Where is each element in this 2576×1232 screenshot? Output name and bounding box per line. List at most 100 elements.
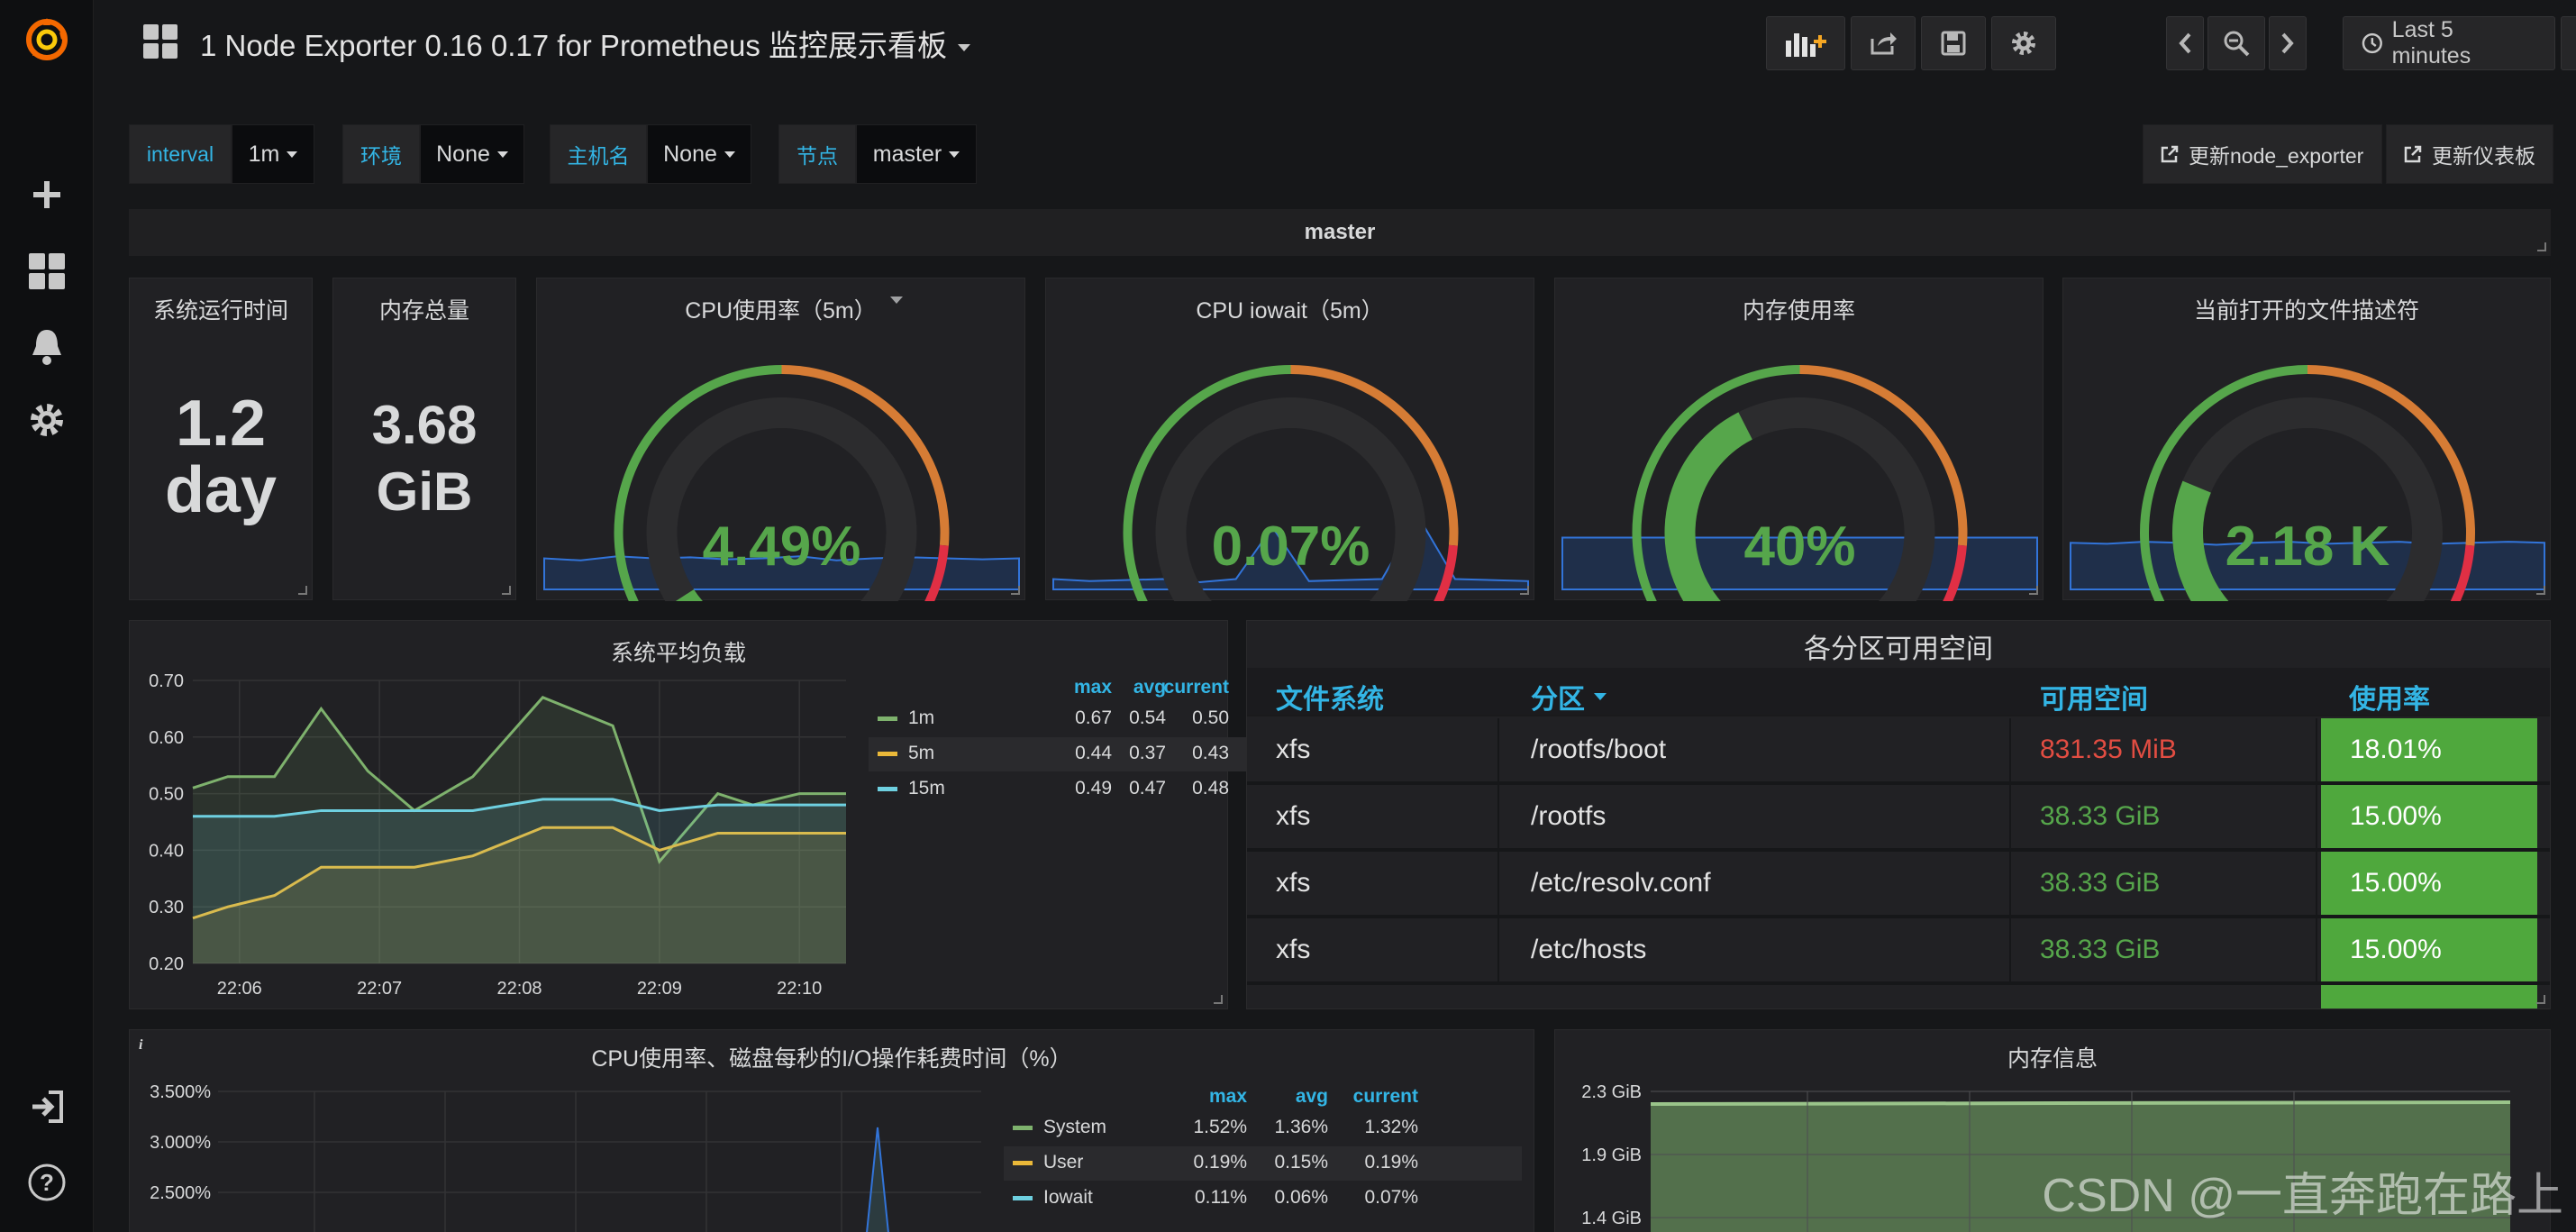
cell-available: 38.33 GiB <box>2011 785 2317 848</box>
x-tick-label: 22:06 <box>217 979 262 999</box>
gauge-value-text: 40% <box>1743 516 1855 578</box>
legend-header-max[interactable]: max <box>1073 677 1112 698</box>
gauge-value-text: 2.18 K <box>2226 516 2390 578</box>
x-tick-label: 22:08 <box>496 979 542 999</box>
column-header-filesystem[interactable]: 文件系统 <box>1276 685 1384 715</box>
legend-series-name[interactable]: System <box>1043 1117 1107 1137</box>
memory-info-chart: 2.3 GiB 1.9 GiB 1.4 GiB <box>1581 1082 2511 1232</box>
y-tick-label: 0.70 <box>149 671 184 691</box>
legend-swatch <box>1013 1161 1033 1165</box>
legend-header-avg[interactable]: avg <box>1133 677 1166 698</box>
series-area-15m <box>193 799 846 963</box>
legend-series-name[interactable]: User <box>1043 1152 1084 1173</box>
legend-header-current[interactable]: current <box>1352 1086 1418 1107</box>
series-line-15m <box>193 798 846 818</box>
time-range-label: Last 5 minutes <box>2391 17 2471 68</box>
legend-series-name[interactable]: 1m <box>908 707 935 728</box>
dashboard-grid-icon <box>142 23 178 64</box>
refresh-button[interactable] <box>2561 16 2576 70</box>
resize-handle[interactable] <box>1214 995 1223 1004</box>
info-corner-icon[interactable]: i <box>135 1036 148 1054</box>
add-icon[interactable] <box>23 171 70 218</box>
time-forward-button[interactable] <box>2269 16 2307 70</box>
variable-value-node: master <box>872 141 942 167</box>
panel-menu-caret-icon[interactable] <box>888 295 905 306</box>
time-picker-button[interactable]: Last 5 minutes <box>2343 16 2555 70</box>
panel-title: CPU使用率（5m） <box>685 298 877 324</box>
legend-value-avg: 0.54 <box>1129 707 1166 728</box>
panel-title: 各分区可用空间 <box>1804 634 1993 664</box>
variable-select-hostname[interactable]: None <box>647 124 751 184</box>
gauge-threshold-band <box>1943 544 1967 601</box>
legend-value-max: 0.49 <box>1075 778 1112 799</box>
variable-label-node: 节点 <box>778 124 856 184</box>
gear-icon <box>2012 32 2035 55</box>
legend-value-current: 0.50 <box>1192 707 1229 728</box>
share-icon <box>1871 32 1897 55</box>
gauge-threshold-band <box>2450 544 2475 601</box>
add-panel-button[interactable] <box>1766 16 1845 70</box>
legend-series-name[interactable]: 5m <box>908 743 935 763</box>
legend-value-current: 0.43 <box>1192 743 1229 763</box>
resize-handle[interactable] <box>1520 586 1529 595</box>
add-panel-icon <box>1786 33 1826 57</box>
legend-header-max[interactable]: max <box>1208 1086 1247 1107</box>
legend-series-name[interactable]: Iowait <box>1043 1187 1093 1208</box>
resize-handle[interactable] <box>2537 242 2546 251</box>
uptime-unit: day <box>164 454 278 526</box>
resize-handle[interactable] <box>2536 586 2545 595</box>
alerting-bell-icon[interactable] <box>23 323 70 370</box>
link-update-dashboard[interactable]: 更新仪表板 <box>2386 124 2553 184</box>
y-tick-label: 0.50 <box>149 785 184 805</box>
table-header-row <box>1247 668 2550 716</box>
y-tick-label: 1.4 GiB <box>1581 1209 1642 1228</box>
cell-mount: /etc/hosts <box>1502 918 2011 981</box>
time-back-button[interactable] <box>2166 16 2204 70</box>
legend-header-current[interactable]: current <box>1163 677 1229 698</box>
variable-select-node[interactable]: master <box>856 124 977 184</box>
column-header-mount[interactable]: 分区 <box>1531 677 1608 716</box>
grafana-logo-icon[interactable] <box>23 16 70 63</box>
x-tick-label: 22:07 <box>357 979 402 999</box>
resize-handle[interactable] <box>502 586 511 595</box>
help-icon[interactable]: ? <box>23 1159 70 1206</box>
gauge-memory-usage: 40% <box>1561 365 2038 601</box>
variable-select-env[interactable]: None <box>420 124 524 184</box>
link-update-node-exporter[interactable]: 更新node_exporter <box>2143 124 2382 184</box>
panel-title: CPU使用率、磁盘每秒的I/O操作耗费时间（%） <box>591 1046 1072 1072</box>
legend-value-max: 0.11% <box>1195 1187 1247 1208</box>
row-title-master[interactable]: master <box>129 209 2551 256</box>
legend-header-avg[interactable]: avg <box>1295 1086 1328 1107</box>
memory-area <box>1651 1104 2510 1232</box>
clock-icon <box>2362 32 2382 54</box>
cell-usage: 18.01% <box>2321 718 2537 781</box>
series-spike <box>851 1127 889 1232</box>
share-button[interactable] <box>1851 16 1916 70</box>
legend-swatch <box>878 752 897 756</box>
variable-select-interval[interactable]: 1m <box>232 124 314 184</box>
settings-button[interactable] <box>1991 16 2056 70</box>
gauge-cpu-iowait: 0.07% <box>1052 365 1529 601</box>
resize-handle[interactable] <box>2536 995 2545 1004</box>
cell-mount: /rootfs/boot <box>1502 718 2011 781</box>
column-header-available[interactable]: 可用空间 <box>2040 685 2148 715</box>
cell-filesystem: xfs <box>1247 852 1499 915</box>
variable-value-interval: 1m <box>248 141 280 167</box>
column-header-usage[interactable]: 使用率 <box>2349 685 2430 715</box>
configuration-gear-icon[interactable] <box>23 397 70 443</box>
resize-handle[interactable] <box>2029 586 2038 595</box>
zoom-out-button[interactable] <box>2207 16 2265 70</box>
legend-value-current: 0.48 <box>1192 778 1229 799</box>
resize-handle[interactable] <box>1011 586 1020 595</box>
dashboard-title[interactable]: 1 Node Exporter 0.16 0.17 for Prometheus… <box>200 22 971 65</box>
panel-memory-total: 内存总量 3.68 GiB <box>332 278 516 600</box>
sign-in-icon[interactable] <box>23 1083 70 1130</box>
resize-handle[interactable] <box>298 586 307 595</box>
legend-value-avg: 1.36% <box>1274 1117 1328 1137</box>
dashboards-icon[interactable] <box>23 248 70 295</box>
legend-series-name[interactable]: 15m <box>908 778 945 799</box>
memory-total-value: 3.68 <box>371 395 478 455</box>
panel-cpu-usage: 4.49% CPU使用率（5m） <box>536 278 1025 601</box>
uptime-value: 1.2 <box>175 388 267 460</box>
save-button[interactable] <box>1921 16 1986 70</box>
